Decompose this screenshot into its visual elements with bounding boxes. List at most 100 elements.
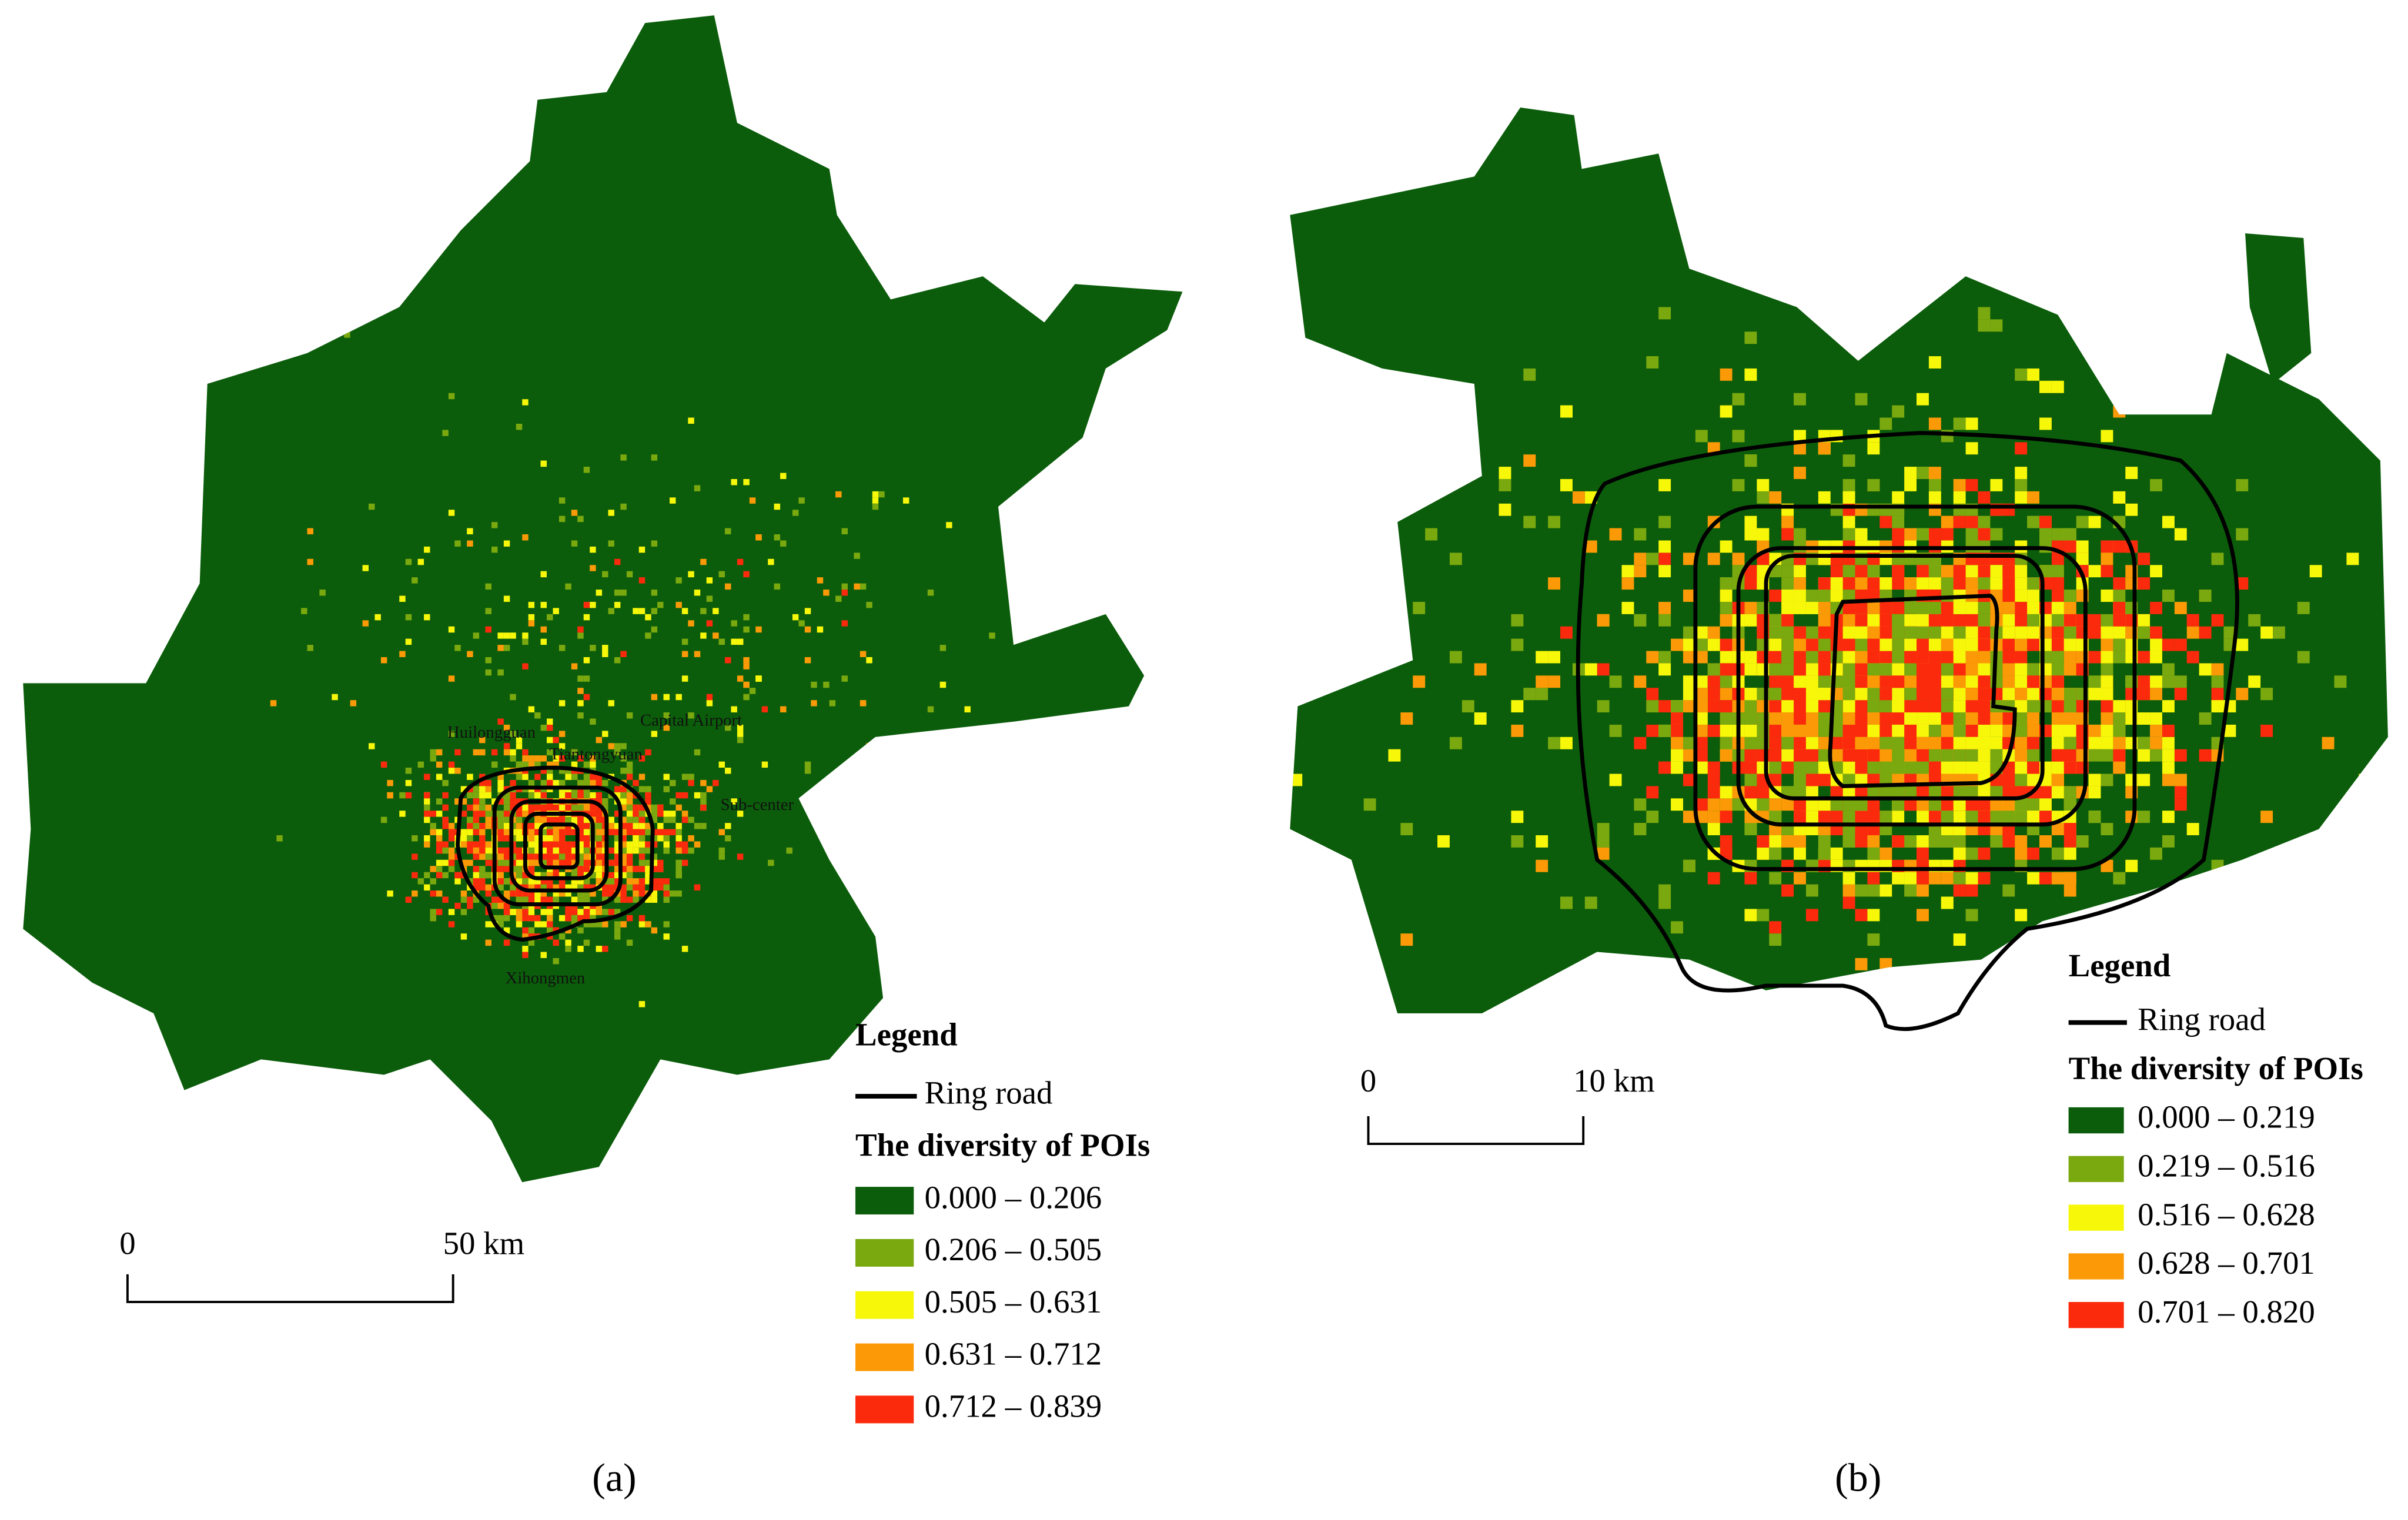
poi-cell — [866, 601, 872, 608]
poi-cell — [854, 553, 860, 559]
poi-cell — [528, 706, 535, 713]
poi-cell — [2015, 577, 2028, 590]
poi-cell — [731, 620, 737, 627]
poi-cell — [380, 761, 387, 768]
poi-cell — [688, 816, 694, 823]
poi-cell — [1794, 393, 1806, 406]
poi-cell — [1867, 884, 1880, 897]
poi-cell — [2236, 688, 2249, 701]
poi-cell — [510, 890, 516, 897]
poi-cell — [485, 853, 491, 860]
poi-cell — [2015, 651, 2028, 664]
poi-cell — [620, 884, 627, 891]
poi-cell — [553, 939, 559, 946]
poi-cell — [516, 896, 523, 903]
poi-cell — [430, 811, 436, 817]
poi-cell — [2297, 601, 2310, 614]
poi-cell — [1744, 368, 1757, 381]
poi-cell — [2063, 872, 2076, 885]
poi-cell — [633, 896, 639, 903]
poi-cell — [497, 896, 504, 903]
poi-cell — [725, 823, 731, 829]
poi-cell — [497, 878, 504, 885]
poi-cell — [1879, 957, 1892, 970]
poi-cell — [436, 811, 443, 817]
poi-cell — [1720, 590, 1733, 602]
poi-cell — [577, 712, 584, 719]
poi-cell — [713, 608, 719, 614]
poi-cell — [436, 909, 443, 915]
poi-cell — [1965, 811, 1978, 823]
poi-cell — [1192, 565, 1204, 577]
poi-cell — [412, 835, 418, 842]
poi-cell — [638, 804, 646, 811]
poi-cell — [1928, 565, 1941, 578]
poi-cell — [1978, 528, 1991, 541]
poi-cell — [553, 761, 559, 768]
poi-cell — [2002, 638, 2015, 651]
poi-cell — [2063, 528, 2076, 541]
poi-cell — [473, 866, 480, 872]
poi-cell — [534, 792, 541, 799]
poi-cell — [503, 632, 510, 639]
poi-cell — [2015, 565, 2028, 578]
poi-cell — [1953, 577, 1966, 590]
poi-cell — [2359, 823, 2372, 835]
poi-cell — [2076, 540, 2089, 553]
poi-cell — [1855, 957, 1868, 970]
poi-cell — [1658, 896, 1671, 909]
poi-cell — [626, 816, 633, 823]
poi-cell — [1707, 811, 1720, 823]
poi-cell — [1720, 601, 1733, 614]
poi-cell — [2138, 736, 2151, 749]
poi-cell — [350, 700, 357, 707]
poi-cell — [620, 792, 627, 799]
legend-subtitle: The diversity of POIs — [855, 1127, 1150, 1163]
poi-cell — [651, 890, 658, 897]
poi-cell — [448, 626, 455, 633]
poi-cell — [565, 890, 571, 897]
poi-cell — [583, 835, 590, 842]
poi-cell — [497, 866, 504, 872]
poi-cell — [1658, 651, 1671, 664]
poi-cell — [1683, 626, 1695, 639]
poi-cell — [571, 866, 578, 872]
poi-cell — [1904, 761, 1917, 774]
poi-cell — [534, 896, 541, 903]
poi-cell — [558, 768, 566, 774]
poi-cell — [460, 798, 467, 805]
poi-cell — [1671, 798, 1683, 811]
poi-cell — [1892, 724, 1905, 737]
poi-cell — [596, 841, 603, 848]
poi-cell — [1953, 835, 1966, 848]
poi-cell — [1548, 577, 1561, 590]
poi-cell — [558, 933, 566, 940]
poi-cell — [503, 927, 510, 934]
poi-cell — [1781, 835, 1794, 848]
poi-cell — [2051, 749, 2064, 762]
poi-cell — [1805, 798, 1818, 811]
poi-cell — [1953, 663, 1966, 676]
poi-cell — [1769, 638, 1782, 651]
poi-cell — [2101, 774, 2113, 786]
poi-cell — [558, 804, 566, 811]
poi-cell — [755, 534, 762, 541]
poi-cell — [602, 651, 608, 657]
poi-cell — [1953, 872, 1966, 885]
poi-cell — [540, 571, 547, 578]
poi-cell — [1609, 675, 1622, 688]
poi-cell — [1928, 601, 1941, 614]
poi-cell — [1744, 1056, 1757, 1069]
poi-cell — [1413, 601, 1426, 614]
poi-cell — [503, 798, 510, 805]
poi-cell — [1892, 675, 1905, 688]
poi-cell — [491, 902, 498, 909]
poi-cell — [1683, 859, 1695, 872]
poi-cell — [761, 706, 768, 713]
poi-cell — [577, 792, 584, 799]
poi-cell — [934, 755, 940, 762]
poi-cell — [1805, 700, 1818, 713]
poi-cell — [547, 768, 553, 774]
poi-cell — [473, 847, 480, 854]
poi-cell — [540, 884, 547, 891]
